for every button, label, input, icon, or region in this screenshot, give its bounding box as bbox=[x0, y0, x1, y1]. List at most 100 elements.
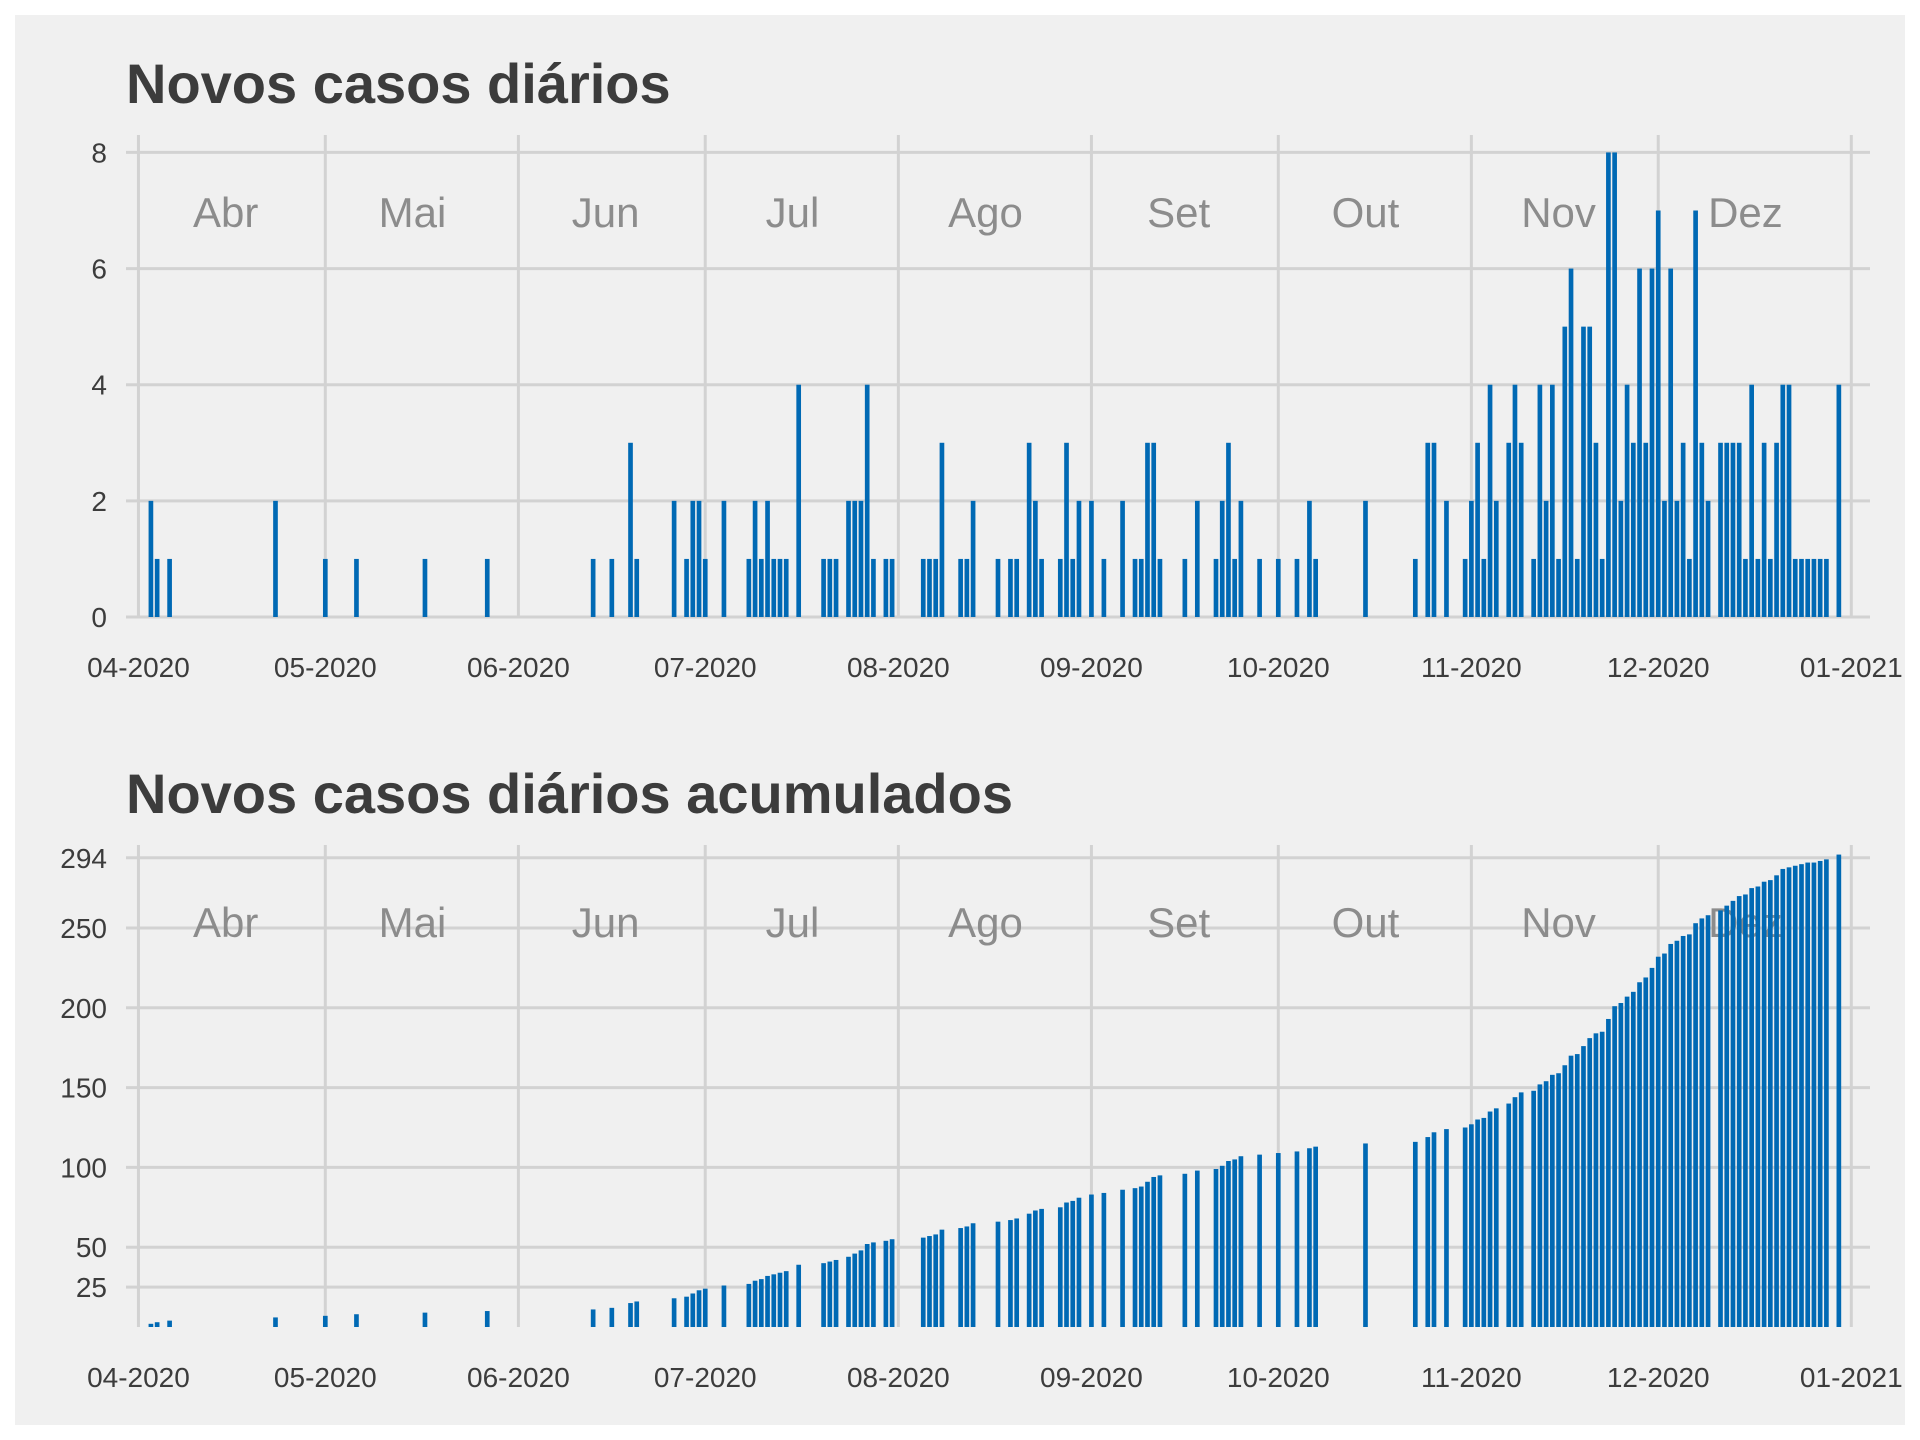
bar bbox=[1076, 500, 1082, 617]
y-tick-label: 200 bbox=[60, 993, 107, 1024]
month-label: Set bbox=[1147, 189, 1210, 236]
bar bbox=[1550, 384, 1555, 617]
month-label: Dez bbox=[1708, 189, 1783, 236]
bar bbox=[1219, 500, 1225, 617]
bar bbox=[1836, 384, 1842, 617]
bar bbox=[821, 558, 826, 617]
bar bbox=[970, 1223, 976, 1327]
bar bbox=[609, 1307, 615, 1327]
bar bbox=[1145, 442, 1150, 617]
bar bbox=[871, 1242, 876, 1327]
bar bbox=[1699, 918, 1705, 1327]
bar bbox=[684, 558, 689, 617]
bar bbox=[1718, 442, 1723, 617]
bar bbox=[1257, 558, 1262, 617]
x-tick-label: 10-2020 bbox=[1227, 1362, 1330, 1393]
bar bbox=[1693, 923, 1698, 1327]
bar bbox=[1475, 442, 1480, 617]
bar bbox=[1157, 558, 1163, 617]
bar bbox=[1238, 500, 1244, 617]
bar bbox=[746, 1283, 752, 1327]
bar bbox=[1705, 500, 1711, 617]
month-label: Ago bbox=[948, 899, 1023, 946]
bar bbox=[1213, 1168, 1219, 1327]
y-tick-label: 50 bbox=[76, 1232, 107, 1263]
bar bbox=[1481, 558, 1487, 617]
bar bbox=[852, 500, 858, 617]
bar bbox=[1120, 500, 1125, 617]
bar bbox=[1693, 210, 1698, 618]
bar bbox=[1313, 1146, 1318, 1327]
bar bbox=[1792, 865, 1798, 1327]
bar bbox=[1680, 442, 1686, 617]
bar bbox=[1057, 558, 1063, 617]
bar bbox=[1718, 910, 1723, 1327]
month-label: Jul bbox=[766, 189, 820, 236]
x-tick-label: 10-2020 bbox=[1227, 652, 1330, 683]
bar bbox=[1630, 991, 1636, 1327]
month-label: Nov bbox=[1521, 189, 1596, 236]
bar bbox=[1743, 558, 1748, 617]
bar bbox=[1568, 1055, 1574, 1327]
month-label: Jun bbox=[572, 189, 640, 236]
bar bbox=[771, 1274, 777, 1327]
bar bbox=[1194, 1170, 1200, 1327]
bar bbox=[322, 558, 328, 617]
bar bbox=[1444, 1129, 1449, 1327]
bar bbox=[1313, 558, 1318, 617]
bar bbox=[1487, 384, 1493, 617]
bar bbox=[634, 558, 640, 617]
bar bbox=[1232, 558, 1238, 617]
bar bbox=[696, 500, 702, 617]
bar bbox=[783, 1271, 789, 1327]
bar bbox=[1736, 442, 1742, 617]
bar bbox=[1649, 268, 1655, 617]
bar bbox=[970, 500, 976, 617]
bar bbox=[1587, 326, 1593, 617]
bar bbox=[1630, 442, 1636, 617]
bar bbox=[796, 1264, 802, 1327]
bar bbox=[1799, 864, 1804, 1327]
x-tick-label: 08-2020 bbox=[847, 652, 950, 683]
y-tick-label: 250 bbox=[60, 913, 107, 944]
bar bbox=[1469, 1124, 1474, 1327]
bar bbox=[634, 1301, 640, 1327]
bar bbox=[889, 1239, 895, 1327]
month-label: Jun bbox=[572, 899, 640, 946]
bar bbox=[933, 1234, 939, 1327]
bar bbox=[1624, 384, 1630, 617]
x-tick-label: 04-2020 bbox=[87, 652, 190, 683]
bar bbox=[958, 558, 963, 617]
bar bbox=[1194, 500, 1200, 617]
bar bbox=[958, 1228, 963, 1327]
bar bbox=[1730, 900, 1736, 1327]
bar bbox=[590, 1309, 596, 1327]
bar bbox=[1518, 1092, 1524, 1327]
x-tick-label: 08-2020 bbox=[847, 1362, 950, 1393]
bar bbox=[1643, 442, 1649, 617]
bar bbox=[1014, 1218, 1020, 1327]
bar bbox=[846, 1256, 851, 1327]
bar bbox=[422, 558, 428, 617]
bar bbox=[1755, 558, 1761, 617]
bar bbox=[1655, 956, 1661, 1327]
bar bbox=[671, 1298, 677, 1327]
bar bbox=[1132, 558, 1138, 617]
bar bbox=[796, 384, 802, 617]
x-tick-label: 11-2020 bbox=[1421, 652, 1522, 683]
bar bbox=[746, 558, 752, 617]
x-tick-label: 05-2020 bbox=[274, 652, 377, 683]
bar bbox=[1668, 268, 1674, 617]
bar bbox=[1662, 953, 1667, 1327]
bar bbox=[995, 558, 1001, 617]
bar bbox=[1537, 1084, 1543, 1327]
bar bbox=[1550, 1074, 1555, 1327]
bar bbox=[1014, 558, 1020, 617]
y-tick-label: 25 bbox=[76, 1272, 107, 1303]
bar bbox=[1643, 977, 1649, 1327]
bar bbox=[1138, 558, 1144, 617]
bar bbox=[1562, 326, 1568, 617]
x-tick-label: 09-2020 bbox=[1040, 1362, 1143, 1393]
bar bbox=[1039, 558, 1044, 617]
bar bbox=[833, 558, 839, 617]
